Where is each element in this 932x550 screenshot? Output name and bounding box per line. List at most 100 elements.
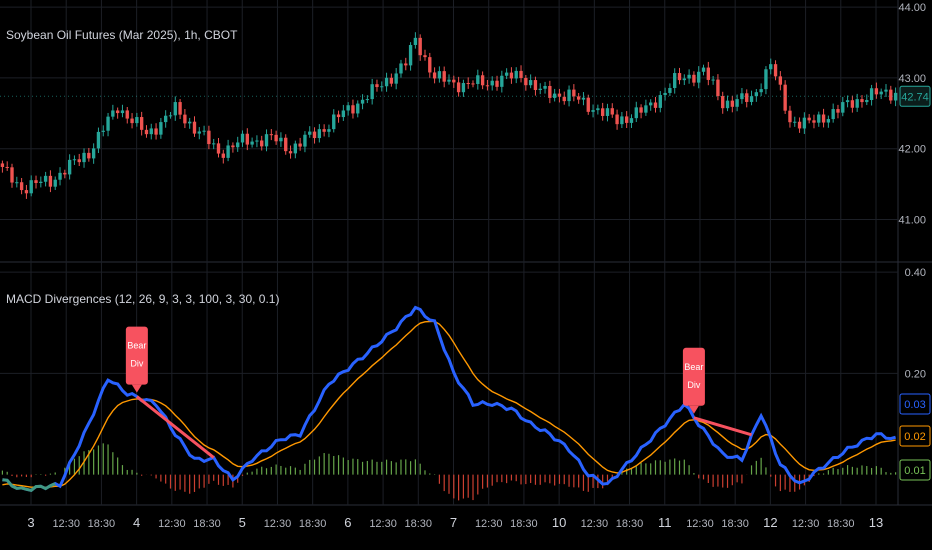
time-tick-label: 5 — [239, 515, 246, 530]
candle-body — [845, 100, 850, 103]
candle-body — [408, 45, 413, 66]
candle-body — [884, 89, 888, 92]
candle-body — [466, 83, 470, 85]
candle-body — [548, 85, 552, 98]
candle-body — [437, 71, 442, 79]
candle-body — [687, 74, 691, 79]
last-price-badge — [899, 85, 931, 107]
candle-body — [389, 77, 394, 84]
candle-body — [538, 88, 542, 91]
candle-body — [461, 83, 466, 93]
macd-line-bull-segment — [2, 478, 56, 493]
candle-body — [284, 137, 288, 152]
candle-body — [173, 102, 177, 116]
candle-body — [615, 114, 619, 125]
candle-body — [58, 172, 62, 180]
candle-body — [236, 142, 240, 148]
candle-body — [404, 63, 408, 66]
candle-body — [447, 79, 451, 82]
candle-body — [730, 100, 735, 107]
candle-body — [783, 84, 787, 111]
candle-body — [269, 134, 274, 136]
candle-body — [572, 89, 576, 97]
candle-body — [163, 115, 168, 123]
candle-body — [370, 84, 374, 100]
time-tick-label: 12:30 — [52, 518, 80, 530]
candle-body — [500, 75, 504, 87]
candle-body — [255, 140, 259, 142]
main-chart-title: Soybean Oil Futures (Mar 2025), 1h, CBOT — [6, 28, 238, 42]
time-tick-label: 12:30 — [369, 518, 397, 530]
candle-body — [865, 100, 869, 103]
candle-body — [264, 134, 269, 147]
candle-body — [288, 151, 293, 154]
candle-body — [802, 117, 807, 129]
candle-body — [63, 172, 67, 175]
candle-body — [682, 78, 686, 81]
candle-body — [202, 130, 206, 132]
divergence-line — [135, 395, 215, 459]
candle-body — [380, 86, 384, 88]
candle-body — [514, 70, 518, 79]
candle-body — [701, 67, 706, 72]
candle-body — [298, 143, 302, 147]
candle-body — [274, 134, 278, 142]
candle-body — [456, 82, 461, 93]
time-tick-label: 12:30 — [792, 518, 820, 530]
candle-body — [442, 71, 446, 82]
candle-body — [591, 110, 595, 112]
candle-body — [72, 159, 77, 161]
candle-body — [673, 73, 677, 89]
candle-body — [91, 148, 96, 159]
candle-body — [19, 182, 24, 191]
candle-body — [341, 110, 346, 118]
time-tick-label: 6 — [344, 515, 351, 530]
candle-body — [399, 63, 403, 74]
candle-body — [624, 116, 629, 123]
candle-body — [504, 72, 509, 76]
candle-body — [759, 89, 763, 93]
candle-body — [144, 129, 149, 135]
candle-body — [178, 102, 182, 115]
candle-body — [15, 182, 19, 184]
candle-body — [519, 70, 523, 78]
candle-body — [221, 153, 225, 158]
candle-body — [394, 73, 398, 84]
candle-body — [740, 93, 744, 100]
candle-body — [82, 152, 86, 163]
candle-body — [53, 179, 57, 187]
candle-body — [240, 133, 245, 143]
divergence-line — [693, 416, 752, 437]
candle-body — [874, 88, 879, 95]
candle-body — [533, 80, 538, 91]
candle-body — [788, 110, 792, 123]
candle-body — [841, 102, 845, 113]
candle-body — [413, 37, 418, 46]
candle-body — [576, 96, 581, 100]
candle-body — [850, 100, 855, 108]
candle-body — [893, 92, 898, 101]
candle-body — [139, 117, 144, 130]
time-tick-label: 12:30 — [475, 518, 503, 530]
time-tick-label: 18:30 — [721, 518, 749, 530]
candle-body — [77, 159, 81, 163]
candle-body — [600, 108, 605, 116]
candle-body — [183, 114, 187, 124]
candle-body — [562, 96, 566, 102]
candle-body — [101, 130, 105, 132]
candle-body — [620, 116, 624, 125]
candle-body — [581, 97, 586, 100]
candle-body — [817, 114, 821, 123]
candle-body — [826, 119, 831, 123]
divergence-badge-pointer — [688, 405, 699, 414]
candle-body — [120, 110, 125, 114]
histogram-value-label: 0.01 — [904, 465, 925, 477]
candle-body — [658, 95, 662, 108]
candle-body — [192, 121, 197, 134]
candle-body — [557, 93, 562, 97]
candle-body — [312, 131, 317, 139]
candle-body — [745, 93, 749, 102]
candle-body — [197, 131, 201, 134]
candle-body — [663, 92, 667, 96]
